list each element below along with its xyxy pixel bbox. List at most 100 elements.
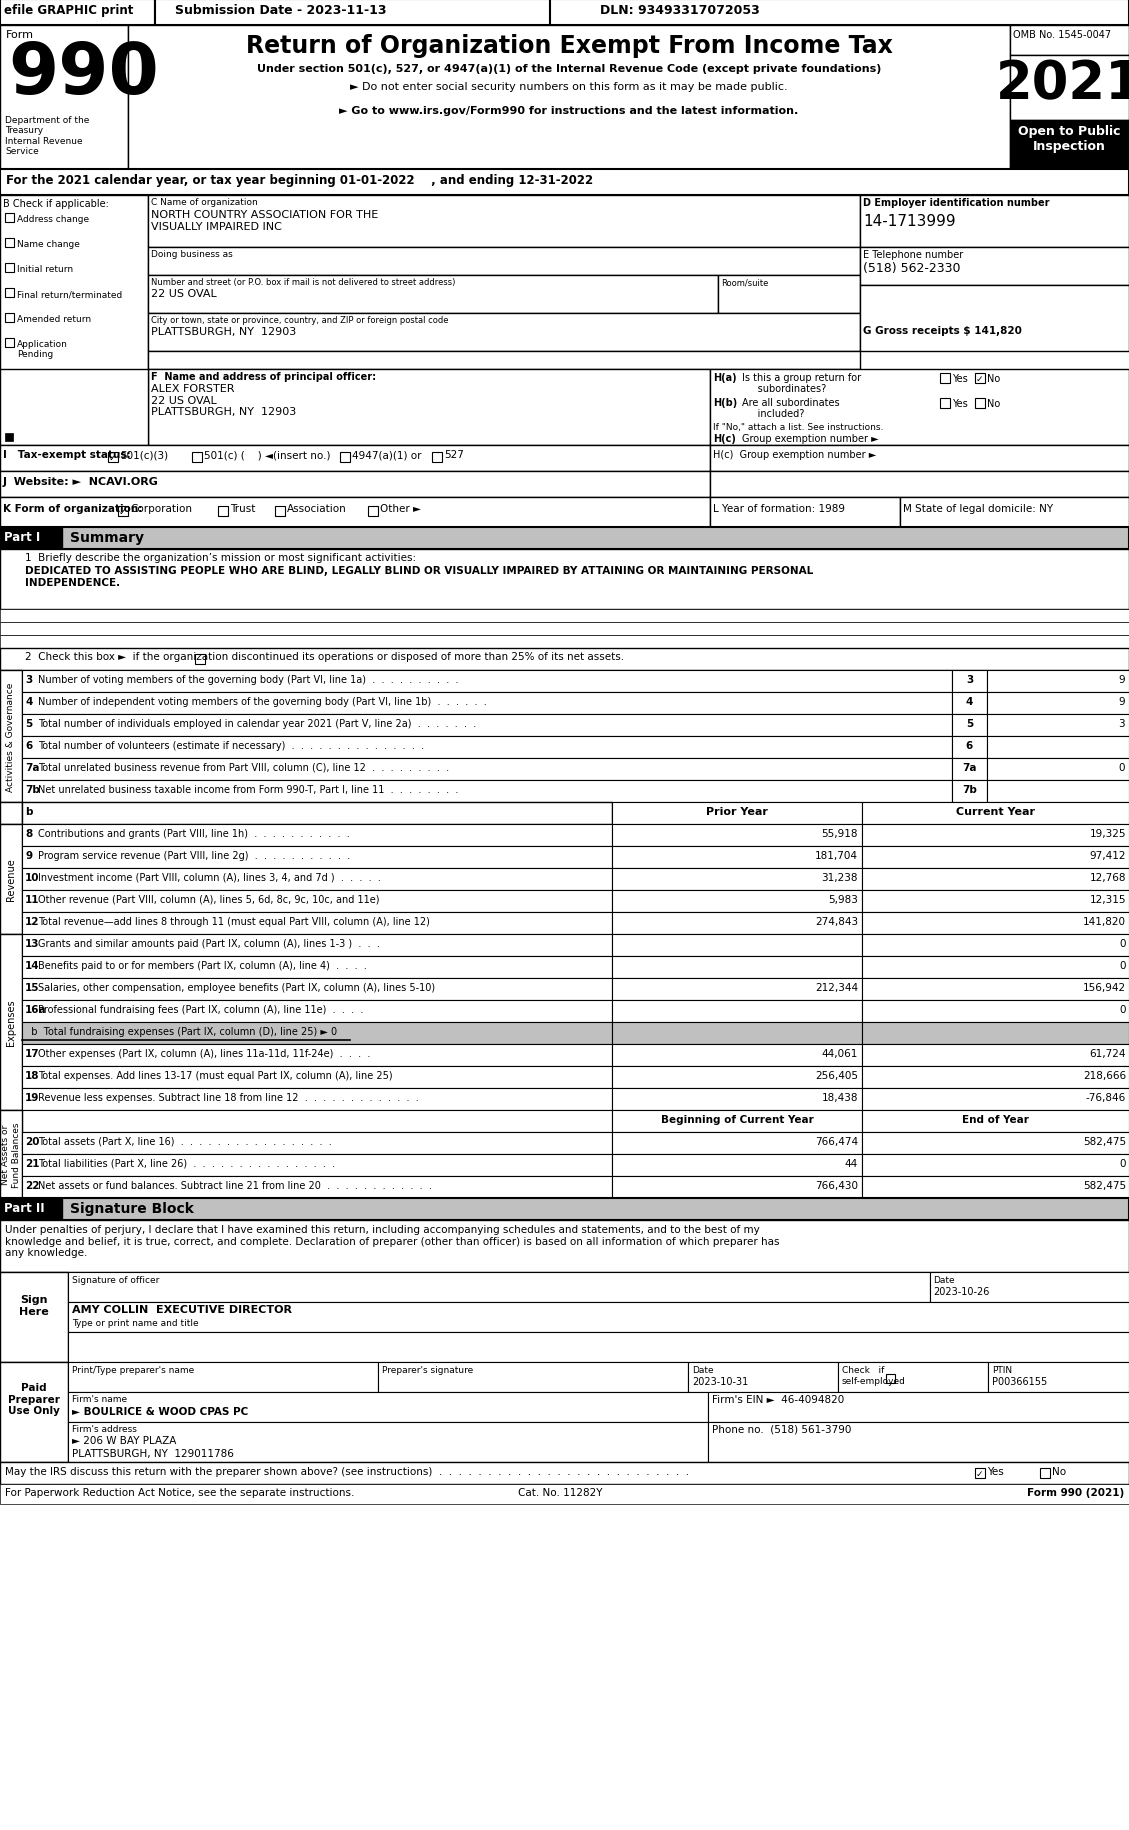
Text: Return of Organization Exempt From Income Tax: Return of Organization Exempt From Incom… bbox=[246, 35, 892, 59]
Text: H(a): H(a) bbox=[714, 373, 736, 382]
Bar bbox=[688, 1362, 838, 1393]
Bar bbox=[863, 1067, 1129, 1089]
Text: 21: 21 bbox=[25, 1158, 40, 1168]
Text: ALEX FORSTER
22 US OVAL
PLATTSBURGH, NY  12903: ALEX FORSTER 22 US OVAL PLATTSBURGH, NY … bbox=[151, 384, 296, 417]
Text: H(b): H(b) bbox=[714, 397, 737, 408]
Text: Yes: Yes bbox=[952, 399, 968, 408]
Bar bbox=[0, 622, 1129, 635]
Text: PLATTSBURGH, NY  129011786: PLATTSBURGH, NY 129011786 bbox=[72, 1448, 234, 1459]
Bar bbox=[68, 1362, 378, 1393]
Bar bbox=[612, 1111, 863, 1133]
Bar bbox=[612, 1001, 863, 1023]
Text: Other revenue (Part VIII, column (A), lines 5, 6d, 8c, 9c, 10c, and 11e): Other revenue (Part VIII, column (A), li… bbox=[38, 895, 379, 904]
Text: 12,315: 12,315 bbox=[1089, 895, 1126, 904]
Bar bbox=[21, 979, 612, 1001]
Text: included?: included? bbox=[742, 408, 804, 419]
Bar bbox=[195, 655, 205, 664]
Text: Investment income (Part VIII, column (A), lines 3, 4, and 7d )  .  .  .  .  .: Investment income (Part VIII, column (A)… bbox=[38, 873, 380, 882]
Text: Signature Block: Signature Block bbox=[70, 1200, 194, 1215]
Bar bbox=[612, 1177, 863, 1199]
Bar bbox=[930, 1272, 1129, 1303]
Text: C Name of organization: C Name of organization bbox=[151, 198, 257, 207]
Bar bbox=[863, 979, 1129, 1001]
Bar bbox=[1040, 1468, 1050, 1479]
Text: 212,344: 212,344 bbox=[815, 983, 858, 992]
Text: 990: 990 bbox=[8, 40, 159, 110]
Bar bbox=[0, 0, 155, 26]
Bar bbox=[987, 781, 1129, 803]
Bar bbox=[128, 26, 1010, 170]
Bar bbox=[68, 1332, 1129, 1362]
Text: Open to Public
Inspection: Open to Public Inspection bbox=[1017, 124, 1120, 154]
Text: 44,061: 44,061 bbox=[822, 1049, 858, 1058]
Bar bbox=[975, 399, 984, 408]
Text: Number of independent voting members of the governing body (Part VI, line 1b)  .: Number of independent voting members of … bbox=[38, 697, 487, 706]
Bar bbox=[21, 1001, 612, 1023]
Text: Total expenses. Add lines 13-17 (must equal Part IX, column (A), line 25): Total expenses. Add lines 13-17 (must eq… bbox=[38, 1071, 393, 1080]
Bar bbox=[21, 781, 952, 803]
Bar bbox=[21, 803, 612, 825]
Bar bbox=[952, 759, 987, 781]
Text: 0: 0 bbox=[1119, 763, 1124, 772]
Bar bbox=[5, 339, 14, 348]
Text: K Form of organization:: K Form of organization: bbox=[3, 503, 142, 514]
Bar bbox=[988, 1362, 1129, 1393]
Text: Form: Form bbox=[6, 29, 34, 40]
Text: Initial return: Initial return bbox=[17, 265, 73, 274]
Bar bbox=[0, 1111, 21, 1199]
Bar bbox=[863, 869, 1129, 891]
Text: DEDICATED TO ASSISTING PEOPLE WHO ARE BLIND, LEGALLY BLIND OR VISUALLY IMPAIRED : DEDICATED TO ASSISTING PEOPLE WHO ARE BL… bbox=[25, 565, 813, 587]
Text: AMY COLLIN  EXECUTIVE DIRECTOR: AMY COLLIN EXECUTIVE DIRECTOR bbox=[72, 1305, 292, 1314]
Bar bbox=[612, 803, 863, 825]
Bar bbox=[0, 1221, 1129, 1272]
Bar bbox=[863, 1089, 1129, 1111]
Bar bbox=[863, 1177, 1129, 1199]
Text: Total number of volunteers (estimate if necessary)  .  .  .  .  .  .  .  .  .  .: Total number of volunteers (estimate if … bbox=[38, 741, 425, 750]
Bar bbox=[1010, 26, 1129, 57]
Bar bbox=[0, 26, 128, 170]
Text: Contributions and grants (Part VIII, line 1h)  .  .  .  .  .  .  .  .  .  .  .: Contributions and grants (Part VIII, lin… bbox=[38, 829, 350, 838]
Text: Paid
Preparer
Use Only: Paid Preparer Use Only bbox=[8, 1382, 60, 1415]
Bar bbox=[0, 527, 1129, 549]
Bar bbox=[863, 1111, 1129, 1133]
Bar bbox=[21, 714, 952, 737]
Bar bbox=[952, 781, 987, 803]
Bar bbox=[987, 670, 1129, 692]
Text: H(c)  Group exemption number ►: H(c) Group exemption number ► bbox=[714, 450, 876, 459]
Bar bbox=[987, 759, 1129, 781]
Bar bbox=[0, 1462, 1129, 1484]
Bar bbox=[940, 373, 949, 384]
Text: Part II: Part II bbox=[5, 1200, 45, 1215]
Text: City or town, state or province, country, and ZIP or foreign postal code: City or town, state or province, country… bbox=[151, 317, 448, 324]
Text: For the 2021 calendar year, or tax year beginning 01-01-2022    , and ending 12-: For the 2021 calendar year, or tax year … bbox=[6, 174, 593, 187]
Bar bbox=[432, 452, 441, 463]
Bar bbox=[0, 648, 1129, 670]
Text: Benefits paid to or for members (Part IX, column (A), line 4)  .  .  .  .: Benefits paid to or for members (Part IX… bbox=[38, 961, 367, 970]
Text: OMB No. 1545-0047: OMB No. 1545-0047 bbox=[1013, 29, 1111, 40]
Text: Signature of officer: Signature of officer bbox=[72, 1276, 159, 1285]
Text: 18,438: 18,438 bbox=[822, 1093, 858, 1102]
Bar bbox=[0, 549, 1129, 609]
Bar bbox=[5, 434, 14, 441]
Bar bbox=[1010, 121, 1129, 170]
Text: 501(c) (    ) ◄(insert no.): 501(c) ( ) ◄(insert no.) bbox=[204, 450, 331, 459]
Bar bbox=[5, 240, 14, 247]
Text: Name change: Name change bbox=[17, 240, 80, 249]
Text: 22 US OVAL: 22 US OVAL bbox=[151, 289, 217, 298]
Bar bbox=[21, 1177, 612, 1199]
Text: 2  Check this box ►  if the organization discontinued its operations or disposed: 2 Check this box ► if the organization d… bbox=[25, 651, 624, 662]
Bar bbox=[612, 825, 863, 847]
Text: Sign
Here: Sign Here bbox=[19, 1294, 49, 1316]
Bar bbox=[68, 1272, 930, 1303]
Text: 527: 527 bbox=[444, 450, 464, 459]
Text: 766,474: 766,474 bbox=[815, 1136, 858, 1146]
Bar bbox=[0, 527, 62, 549]
Text: 12: 12 bbox=[25, 917, 40, 926]
Bar bbox=[0, 609, 1129, 622]
Bar bbox=[718, 276, 860, 313]
Bar bbox=[155, 0, 550, 26]
Bar bbox=[838, 1362, 988, 1393]
Bar bbox=[863, 957, 1129, 979]
Bar bbox=[21, 1023, 612, 1045]
Text: 582,475: 582,475 bbox=[1083, 1136, 1126, 1146]
